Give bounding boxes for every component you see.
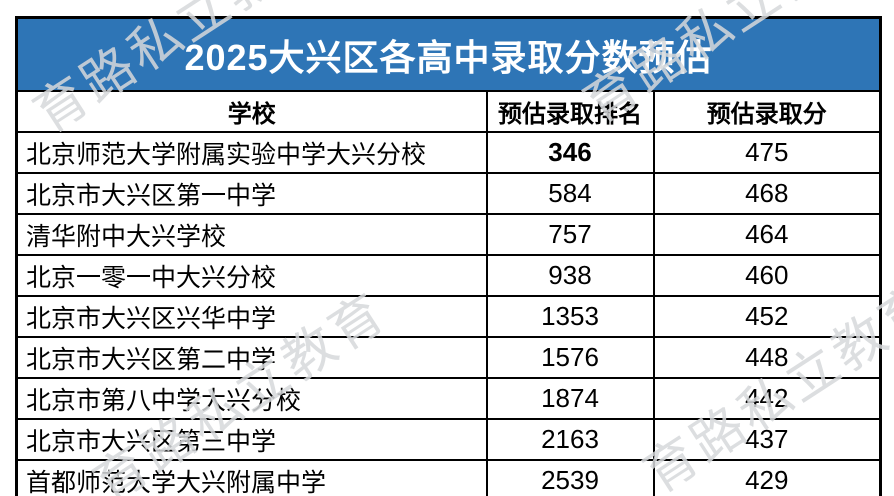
school-name: 清华附中大兴学校: [15, 213, 488, 256]
score-value: 475: [652, 131, 882, 174]
column-header-score: 预估录取分: [652, 90, 882, 133]
school-name: 北京市大兴区第三中学: [15, 418, 488, 461]
rank-value: 1353: [485, 295, 655, 338]
rank-value: 346: [485, 131, 655, 174]
score-value: 468: [652, 172, 882, 215]
school-name: 北京市大兴区第二中学: [15, 336, 488, 379]
score-value: 442: [652, 377, 882, 420]
rank-value: 1576: [485, 336, 655, 379]
table-row: 北京市大兴区兴华中学 1353 452: [15, 295, 882, 338]
rank-value: 938: [485, 254, 655, 297]
table-row: 北京师范大学附属实验中学大兴分校 346 475: [15, 131, 882, 174]
table-row: 北京市大兴区第三中学 2163 437: [15, 418, 882, 461]
school-name: 北京市大兴区兴华中学: [15, 295, 488, 338]
rank-value: 757: [485, 213, 655, 256]
rank-value: 1874: [485, 377, 655, 420]
school-name: 北京一零一中大兴分校: [15, 254, 488, 297]
table-row: 北京一零一中大兴分校 938 460: [15, 254, 882, 297]
column-header-school: 学校: [15, 90, 488, 133]
table-row: 北京市第八中学大兴分校 1874 442: [15, 377, 882, 420]
header-row: 学校 预估录取排名 预估录取分: [15, 90, 882, 133]
table-row: 北京市大兴区第一中学 584 468: [15, 172, 882, 215]
score-value: 460: [652, 254, 882, 297]
school-name: 北京市第八中学大兴分校: [15, 377, 488, 420]
column-header-rank: 预估录取排名: [485, 90, 655, 133]
admission-score-table: 2025大兴区各高中录取分数预估 学校 预估录取排名 预估录取分 北京师范大学附…: [15, 16, 883, 496]
table-row: 首都师范大学大兴附属中学 2539 429: [15, 459, 882, 496]
rank-value: 2539: [485, 459, 655, 496]
rank-value: 584: [485, 172, 655, 215]
score-value: 429: [652, 459, 882, 496]
school-name: 北京市大兴区第一中学: [15, 172, 488, 215]
table-row: 北京市大兴区第二中学 1576 448: [15, 336, 882, 379]
score-value: 464: [652, 213, 882, 256]
score-value: 448: [652, 336, 882, 379]
rank-value: 2163: [485, 418, 655, 461]
score-value: 452: [652, 295, 882, 338]
school-name: 首都师范大学大兴附属中学: [15, 459, 488, 496]
score-value: 437: [652, 418, 882, 461]
title-row: 2025大兴区各高中录取分数预估: [15, 16, 882, 92]
table-row: 清华附中大兴学校 757 464: [15, 213, 882, 256]
school-name: 北京师范大学附属实验中学大兴分校: [15, 131, 488, 174]
page-title: 2025大兴区各高中录取分数预估: [15, 16, 882, 92]
